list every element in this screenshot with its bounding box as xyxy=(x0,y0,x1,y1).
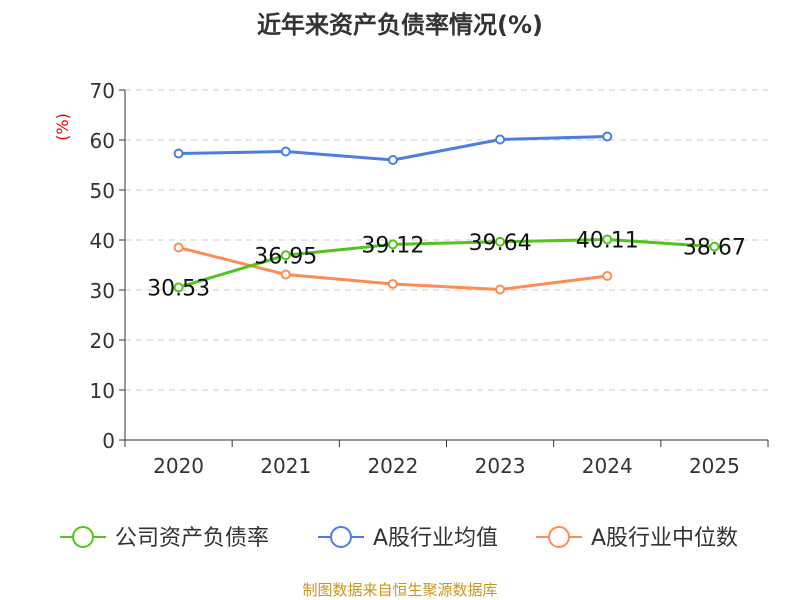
data-point xyxy=(387,155,398,165)
x-tick-label: 2020 xyxy=(153,454,204,478)
y-tick-label: 40 xyxy=(90,229,115,253)
source-note: 制图数据来自恒生聚源数据库 xyxy=(302,581,497,599)
legend-marker[interactable] xyxy=(72,526,94,548)
y-axis-label: (%) xyxy=(53,113,72,141)
data-point xyxy=(280,250,291,261)
x-tick-label: 2024 xyxy=(582,454,633,478)
data-point xyxy=(280,146,291,157)
data-label: 39.64 xyxy=(469,231,532,256)
data-point xyxy=(387,239,398,250)
data-label: 39.12 xyxy=(361,233,424,258)
y-tick-label: 30 xyxy=(90,279,115,303)
data-point xyxy=(602,271,613,281)
y-tick-label: 20 xyxy=(90,329,115,353)
y-tick-label: 70 xyxy=(90,79,115,103)
legend-marker[interactable] xyxy=(330,526,352,548)
x-tick-label: 2023 xyxy=(475,454,526,478)
legend-label[interactable]: A股行业均值 xyxy=(373,526,498,551)
data-label: 38.67 xyxy=(683,236,746,261)
data-point xyxy=(495,134,506,145)
data-point xyxy=(495,284,506,295)
y-tick-label: 0 xyxy=(102,429,115,453)
data-point xyxy=(280,269,291,280)
legend-label[interactable]: 公司资产负债率 xyxy=(115,526,269,551)
legend-marker[interactable] xyxy=(548,526,570,548)
chart-title: 近年来资产负债率情况(%) xyxy=(257,11,543,39)
data-label: 36.95 xyxy=(254,244,317,269)
y-tick-label: 10 xyxy=(90,379,115,403)
data-label: 40.11 xyxy=(576,228,639,253)
data-point xyxy=(709,241,720,252)
y-tick-label: 60 xyxy=(90,129,115,153)
data-point xyxy=(387,279,398,289)
data-point xyxy=(602,131,613,142)
data-point xyxy=(173,282,184,293)
x-tick-label: 2025 xyxy=(689,454,740,478)
legend-label[interactable]: A股行业中位数 xyxy=(591,526,738,551)
data-point xyxy=(173,242,184,253)
series-line xyxy=(178,237,715,289)
x-tick-label: 2022 xyxy=(367,454,418,478)
data-point xyxy=(173,148,184,159)
y-tick-label: 50 xyxy=(90,179,115,203)
data-point xyxy=(495,236,506,247)
x-tick-label: 2021 xyxy=(260,454,311,478)
data-point xyxy=(602,234,613,245)
data-label: 30.53 xyxy=(147,276,210,301)
